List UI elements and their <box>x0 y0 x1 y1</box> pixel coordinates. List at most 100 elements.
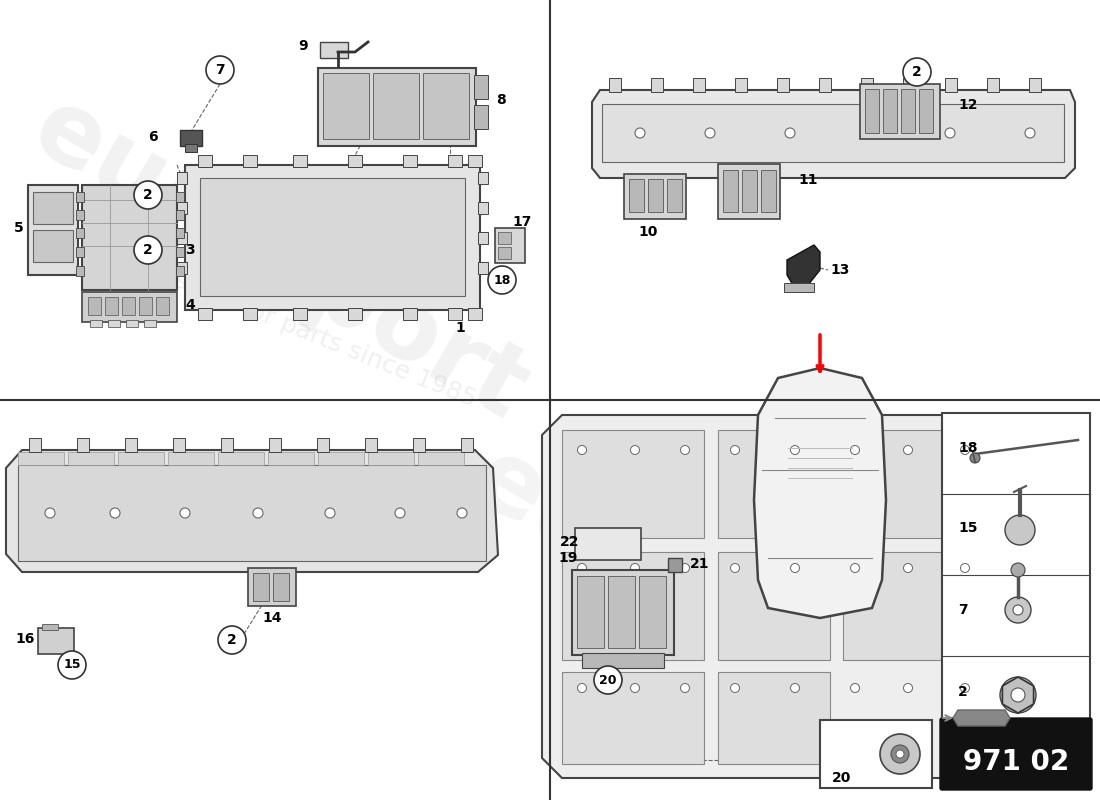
Bar <box>42 624 58 630</box>
Bar <box>562 552 704 660</box>
Circle shape <box>850 446 859 454</box>
Bar <box>200 178 465 296</box>
Circle shape <box>630 446 639 454</box>
Bar <box>602 104 1064 162</box>
Circle shape <box>705 128 715 138</box>
Circle shape <box>180 508 190 518</box>
FancyBboxPatch shape <box>940 718 1092 790</box>
Circle shape <box>903 683 913 693</box>
Text: 5: 5 <box>14 221 24 235</box>
Text: eurosport: eurosport <box>456 430 984 790</box>
Text: 7: 7 <box>216 63 224 77</box>
Text: 18: 18 <box>493 274 510 286</box>
Bar <box>18 465 486 561</box>
Bar <box>28 185 78 275</box>
Bar <box>104 297 118 315</box>
Bar <box>176 266 184 276</box>
Circle shape <box>681 563 690 573</box>
Bar <box>156 297 169 315</box>
Circle shape <box>206 56 234 84</box>
Bar <box>39 628 74 654</box>
Bar <box>639 576 665 648</box>
Bar <box>68 452 114 465</box>
Bar <box>468 308 482 320</box>
Circle shape <box>730 563 739 573</box>
Text: 21: 21 <box>690 557 710 571</box>
Text: 4: 4 <box>185 298 195 312</box>
Text: 2: 2 <box>912 65 922 79</box>
Bar <box>318 68 476 146</box>
Bar <box>495 228 525 263</box>
Circle shape <box>630 563 639 573</box>
Bar <box>33 192 73 224</box>
Circle shape <box>730 683 739 693</box>
Bar <box>718 552 830 660</box>
Bar <box>468 155 482 167</box>
Circle shape <box>1025 128 1035 138</box>
Bar <box>693 78 705 92</box>
Bar <box>176 192 184 202</box>
Circle shape <box>681 683 690 693</box>
Bar <box>82 292 177 322</box>
Text: 1: 1 <box>455 321 464 335</box>
Bar <box>403 155 417 167</box>
Polygon shape <box>754 368 886 618</box>
Bar <box>820 720 932 788</box>
Bar <box>629 179 644 212</box>
Circle shape <box>791 563 800 573</box>
Circle shape <box>630 683 639 693</box>
Bar <box>883 89 896 133</box>
Bar <box>648 179 663 212</box>
Bar <box>945 78 957 92</box>
Bar <box>942 413 1090 738</box>
Bar <box>243 155 257 167</box>
Text: 9: 9 <box>298 39 308 53</box>
Bar <box>860 84 940 139</box>
Bar <box>177 262 187 274</box>
Bar <box>424 73 469 139</box>
Bar <box>318 452 364 465</box>
Circle shape <box>594 666 621 694</box>
Text: 12: 12 <box>958 98 978 112</box>
Circle shape <box>1005 597 1031 623</box>
Bar <box>609 78 622 92</box>
Bar <box>323 73 368 139</box>
Bar <box>478 232 488 244</box>
Bar <box>82 185 177 290</box>
Bar <box>126 320 138 327</box>
Bar <box>268 452 313 465</box>
Bar <box>474 105 488 129</box>
Text: 13: 13 <box>830 263 849 277</box>
Bar <box>903 78 915 92</box>
Bar <box>578 576 604 648</box>
Bar <box>293 308 307 320</box>
Circle shape <box>791 683 800 693</box>
Bar <box>33 230 73 262</box>
Circle shape <box>253 508 263 518</box>
Circle shape <box>785 128 795 138</box>
Text: 2: 2 <box>143 243 153 257</box>
Polygon shape <box>542 415 1003 778</box>
Text: 14: 14 <box>262 611 282 625</box>
Bar <box>624 174 686 219</box>
Bar <box>820 78 830 92</box>
Text: 8: 8 <box>496 93 506 107</box>
Bar <box>139 297 152 315</box>
Bar <box>173 438 185 452</box>
Bar <box>177 202 187 214</box>
Circle shape <box>324 508 336 518</box>
Text: 20: 20 <box>600 674 617 686</box>
Circle shape <box>395 508 405 518</box>
Circle shape <box>578 563 586 573</box>
Bar <box>273 573 289 601</box>
Bar <box>478 202 488 214</box>
Bar <box>317 438 329 452</box>
Bar <box>1028 78 1041 92</box>
Polygon shape <box>953 710 1010 726</box>
Polygon shape <box>592 90 1075 178</box>
Bar <box>18 452 64 465</box>
Circle shape <box>578 446 586 454</box>
Text: a passion for parts since 1985: a passion for parts since 1985 <box>540 598 900 762</box>
Bar <box>843 552 948 660</box>
Bar <box>987 78 999 92</box>
